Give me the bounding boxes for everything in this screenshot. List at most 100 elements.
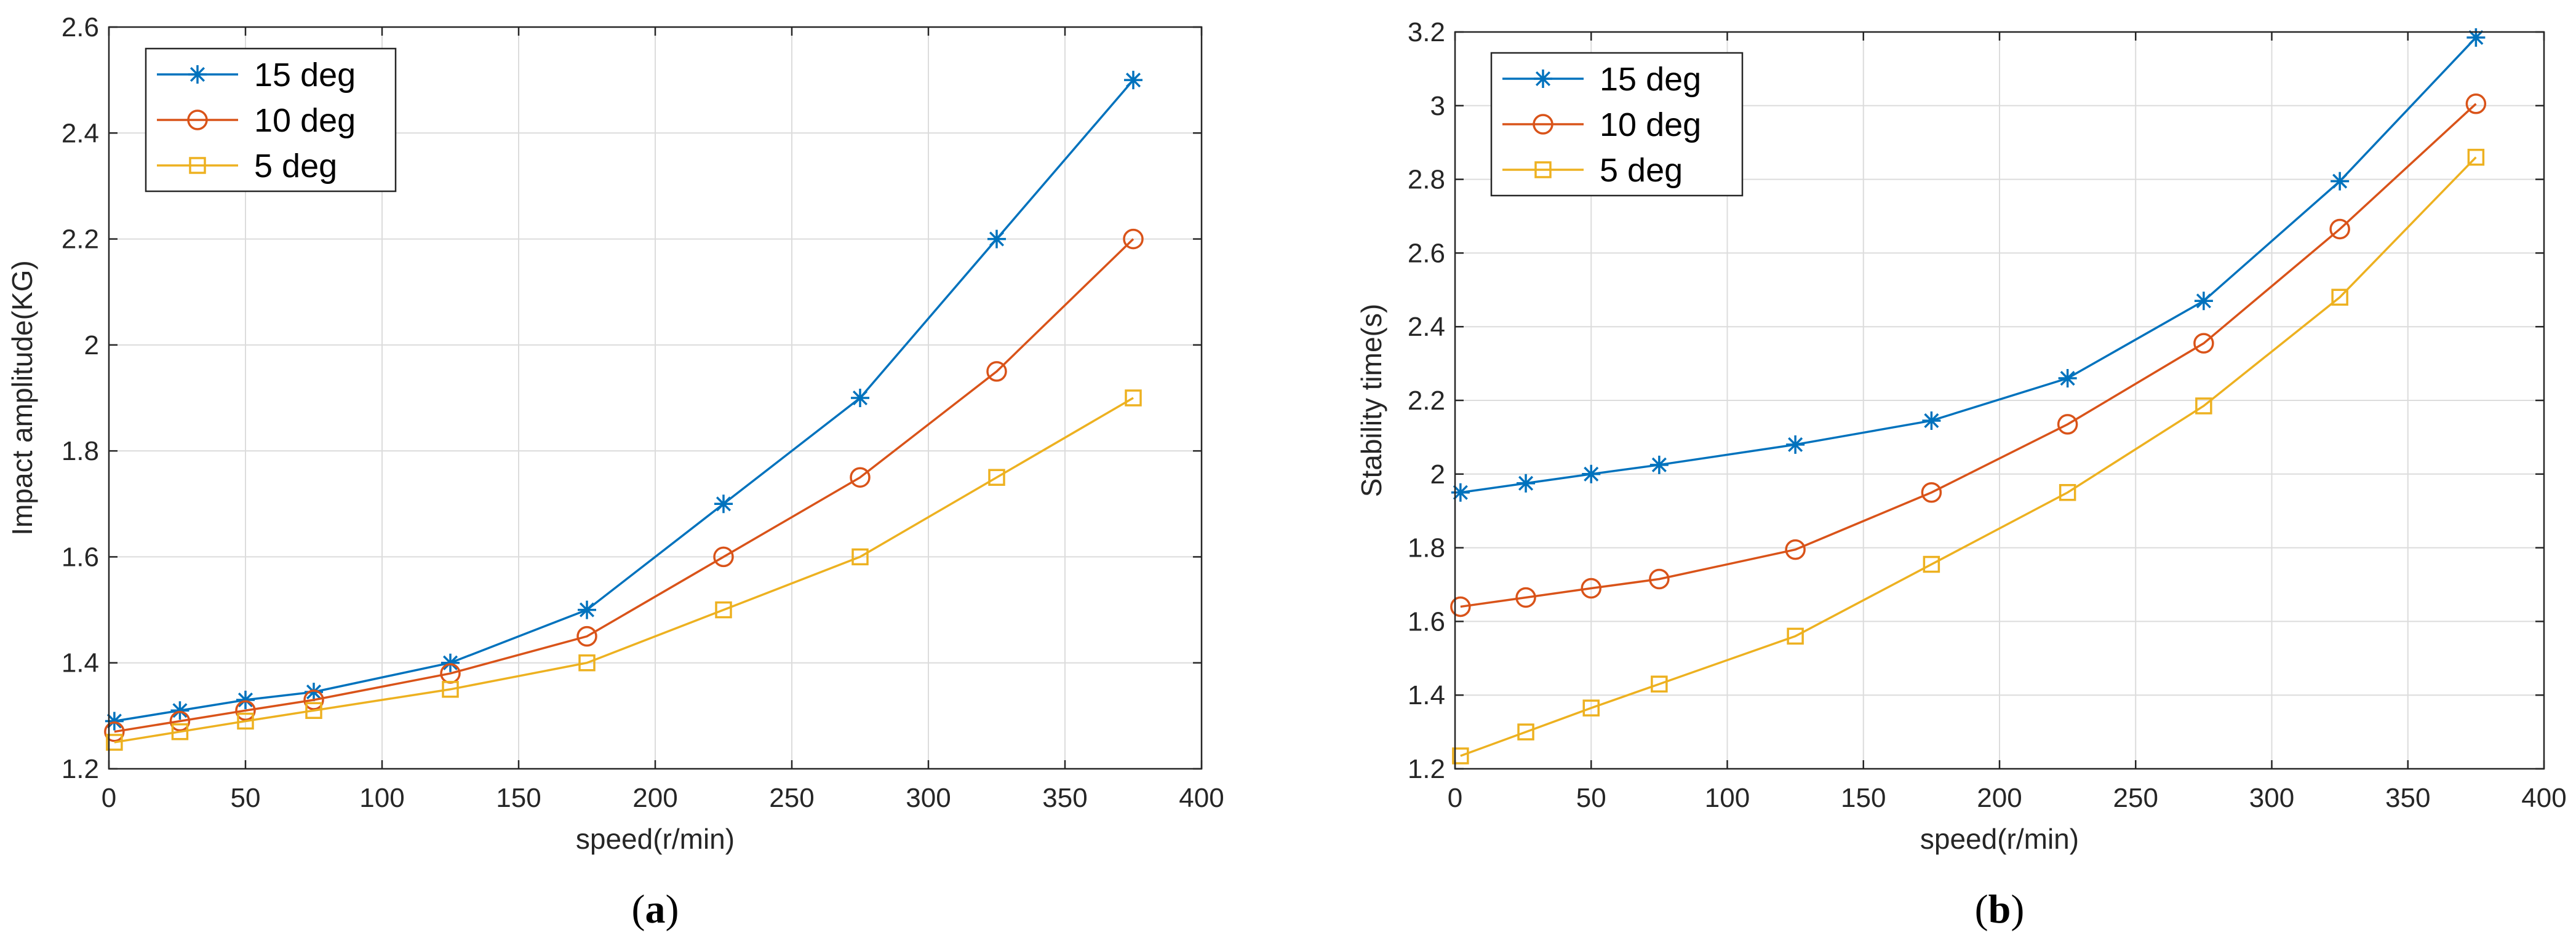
caption-open: (	[1975, 887, 1988, 932]
x-tick-label: 350	[1042, 783, 1087, 813]
y-tick-label: 1.2	[1408, 754, 1445, 784]
data-point	[2058, 369, 2077, 388]
legend-label: 10 deg	[1600, 106, 1701, 143]
data-point	[2466, 28, 2486, 47]
data-point	[987, 229, 1006, 248]
data-point	[1582, 464, 1601, 483]
legend-label: 5 deg	[254, 148, 337, 185]
data-point	[171, 723, 189, 740]
y-axis-label: Stability time(s)	[1355, 304, 1387, 497]
x-tick-label: 400	[1179, 783, 1224, 813]
legend-label: 10 deg	[254, 102, 356, 139]
y-tick-label: 2.2	[1408, 386, 1445, 416]
data-point	[236, 691, 255, 710]
legend-item: 5 deg	[157, 148, 337, 185]
x-axis-label: speed(r/min)	[1920, 823, 2079, 855]
y-tick-label: 1.6	[62, 542, 99, 572]
legend-item: 10 deg	[157, 102, 356, 139]
data-point	[1581, 578, 1601, 599]
legend: 15 deg 10 deg 5 deg	[1490, 52, 1744, 197]
y-tick-label: 2.8	[1408, 165, 1445, 195]
legend-marker	[1534, 161, 1552, 178]
data-point	[1517, 723, 1534, 740]
data-point	[713, 546, 734, 568]
data-point	[1124, 71, 1142, 90]
series-10-deg	[1450, 93, 2487, 617]
x-tick-label: 0	[1448, 783, 1462, 813]
data-point	[2193, 333, 2214, 354]
data-point	[1452, 747, 1469, 764]
data-point	[2195, 397, 2212, 415]
data-point	[442, 681, 459, 698]
data-point	[1125, 389, 1142, 407]
data-point	[986, 361, 1007, 382]
data-point	[1649, 455, 1669, 474]
series-line	[114, 397, 1134, 744]
y-tick-label: 1.4	[1408, 680, 1445, 710]
y-tick-label: 1.8	[1408, 533, 1445, 563]
y-tick-label: 1.2	[62, 754, 99, 784]
legend-label: 5 deg	[1600, 152, 1683, 189]
caption-close: )	[2011, 887, 2024, 932]
chart-panel-a: 0 50 100 150 200 250 300 350 400 1.2 1.4 1.6 1.8 2 2.2…	[6, 12, 1224, 932]
legend-marker	[1534, 69, 1552, 88]
data-point	[851, 389, 869, 407]
y-tick-label: 2.6	[62, 12, 99, 42]
caption-letter: a	[645, 887, 666, 932]
data-point	[303, 689, 324, 710]
y-tick-label: 2.4	[1408, 312, 1445, 342]
x-tick-label: 300	[2249, 783, 2294, 813]
y-tick-label: 1.6	[1408, 606, 1445, 637]
data-point	[1517, 474, 1536, 493]
data-point	[1921, 482, 1942, 503]
x-tick-label: 250	[769, 783, 814, 813]
data-point	[851, 548, 869, 566]
legend-label: 15 deg	[1600, 61, 1701, 98]
legend-marker	[189, 157, 206, 174]
data-point	[237, 712, 254, 730]
data-point	[105, 712, 124, 731]
series-15-deg	[1451, 28, 2486, 502]
x-tick-label: 200	[632, 783, 677, 813]
data-point	[2329, 218, 2350, 240]
series-line	[114, 79, 1134, 723]
x-tick-label: 100	[1705, 783, 1750, 813]
data-point	[1649, 568, 1670, 590]
data-point	[1651, 675, 1668, 693]
x-tick-label: 250	[2113, 783, 2158, 813]
legend-item: 5 deg	[1502, 152, 1683, 189]
y-tick-label: 1.4	[62, 648, 99, 678]
data-point	[988, 469, 1005, 486]
legend-item: 15 deg	[157, 57, 356, 93]
data-point	[1922, 411, 1941, 430]
x-tick-label: 300	[906, 783, 951, 813]
x-tick-label: 350	[2385, 783, 2430, 813]
data-point	[305, 702, 322, 719]
caption-open: (	[632, 887, 645, 932]
legend-item: 10 deg	[1502, 106, 1701, 143]
series-line	[1460, 156, 2477, 757]
legend-marker	[188, 65, 207, 84]
data-point	[235, 700, 256, 721]
y-tick-label: 3.2	[1408, 17, 1445, 47]
series-5-deg	[1452, 148, 2485, 764]
data-point	[169, 710, 191, 732]
legend-item: 15 deg	[1502, 61, 1701, 98]
y-tick-label: 3	[1430, 91, 1445, 121]
legend-label: 15 deg	[254, 57, 356, 93]
data-point	[170, 701, 189, 720]
x-axis-label: speed(r/min)	[576, 823, 735, 855]
y-axis-label: Impact amplitude(KG)	[6, 260, 38, 535]
data-point	[1450, 596, 1471, 617]
x-tick-label: 200	[1977, 783, 2022, 813]
y-tick-label: 2.4	[62, 118, 99, 148]
x-tick-label: 400	[2521, 783, 2566, 813]
data-point	[1923, 555, 1940, 573]
data-point	[1123, 228, 1144, 250]
legend-marker	[187, 109, 208, 130]
caption-letter: b	[1988, 887, 2011, 932]
series-line	[1460, 103, 2477, 608]
data-point	[578, 654, 596, 672]
legend-marker	[1533, 114, 1553, 135]
